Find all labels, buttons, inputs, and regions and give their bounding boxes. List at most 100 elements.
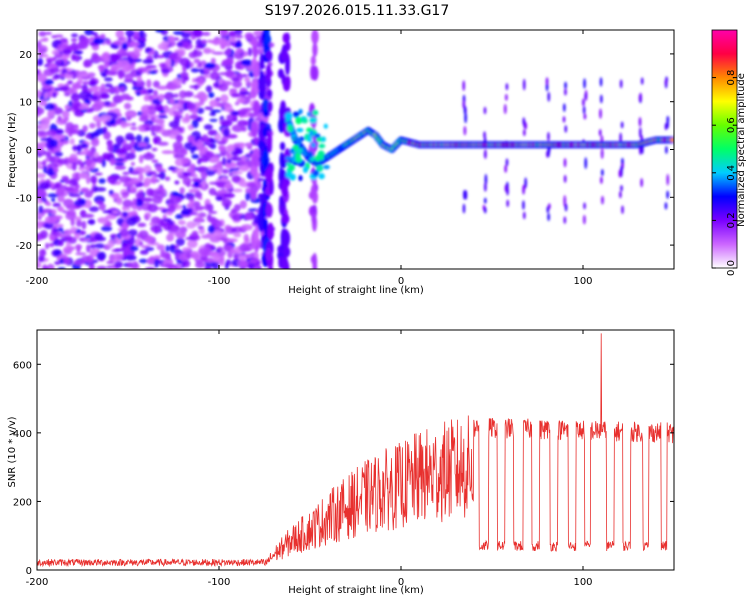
noise-cell [189,85,201,89]
streak-cell [267,101,273,113]
noise-cell [81,80,90,85]
x-tick-label: 100 [573,577,592,588]
noise-cell [90,175,98,184]
noise-cell [209,137,215,143]
streak-cell [250,189,257,200]
noise-cell [37,188,47,197]
transition-cell [285,171,293,179]
noise-cell [175,196,183,203]
noise-cell [49,242,55,248]
noise-cell [115,181,122,186]
transition-cell [296,148,303,154]
noise-cell [224,182,234,190]
tick-cell [664,202,668,210]
noise-cell [110,233,118,239]
transition-cell [323,164,330,170]
noise-cell [39,181,51,190]
noise-cell [78,172,89,180]
transition-cell [295,116,302,125]
noise-cell [178,90,187,99]
tick-cell [619,132,622,144]
noise-cell [150,124,162,132]
x-tick-label: -100 [208,577,231,588]
noise-cell [54,151,63,157]
noise-cell [106,265,112,269]
noise-cell [143,94,150,102]
noise-cell [112,41,122,45]
noise-cell [46,129,57,137]
noise-cell [175,237,185,247]
noise-cell [161,150,174,155]
noise-cell [215,195,223,201]
noise-cell [70,53,77,61]
noise-cell [53,249,61,256]
noise-cell [254,136,259,146]
noise-cell [138,258,149,264]
noise-cell [90,138,100,147]
noise-cell [121,211,129,218]
noise-cell [194,205,206,210]
tick-cell [619,191,622,199]
tick-cell [462,203,466,214]
streak-cell [285,57,290,76]
noise-cell [173,266,178,269]
noise-cell [221,59,234,66]
noise-cell [95,200,104,205]
noise-cell [144,127,152,131]
noise-cell [71,162,77,171]
noise-cell [68,178,79,187]
noise-cell [91,95,99,101]
tick-cell [545,77,549,86]
noise-cell [49,67,60,74]
noise-cell [138,173,144,182]
noise-cell [202,70,211,76]
snr-axes: -200 -100 0 100 0 200 400 600 [13,330,674,588]
noise-cell [161,68,170,74]
streak-cell [252,100,261,115]
noise-cell [134,79,146,88]
noise-cell [112,210,119,214]
noise-cell [99,92,108,99]
streak-cell [311,65,319,81]
tick-cell [620,184,623,192]
noise-cell [100,83,106,93]
streak-cell [312,252,318,269]
noise-cell [172,51,179,57]
streak-cell [252,154,259,169]
noise-cell [191,77,197,83]
noise-cell [226,238,238,243]
noise-cell [113,248,125,252]
noise-cell [100,225,113,232]
noise-cell [211,219,223,229]
noise-cell [163,263,175,269]
noise-cell [179,187,185,195]
noise-cell [147,203,159,213]
tick-cell [621,205,624,214]
tick-cell [620,121,624,129]
streak-cell [279,151,285,169]
noise-cell [125,132,135,141]
noise-cell [75,244,83,250]
noise-cell [58,240,64,247]
noise-cell [223,192,236,199]
noise-cell [149,222,154,226]
noise-cell [232,188,243,193]
noise-cell [243,233,250,242]
noise-cell [103,131,111,140]
noise-cell [158,93,165,102]
noise-cell [233,232,242,238]
noise-cell [238,254,247,261]
streak-cell [279,195,284,207]
noise-cell [79,37,90,45]
noise-cell [173,116,181,124]
noise-cell [147,51,156,56]
tick-cell [547,131,550,142]
noise-cell [131,210,138,217]
bright-spot [265,34,272,45]
noise-cell [65,122,75,131]
transition-cell [318,173,325,180]
noise-cell [62,198,74,208]
noise-cell [58,206,64,213]
noise-cell [204,169,216,177]
noise-cell [217,140,227,145]
